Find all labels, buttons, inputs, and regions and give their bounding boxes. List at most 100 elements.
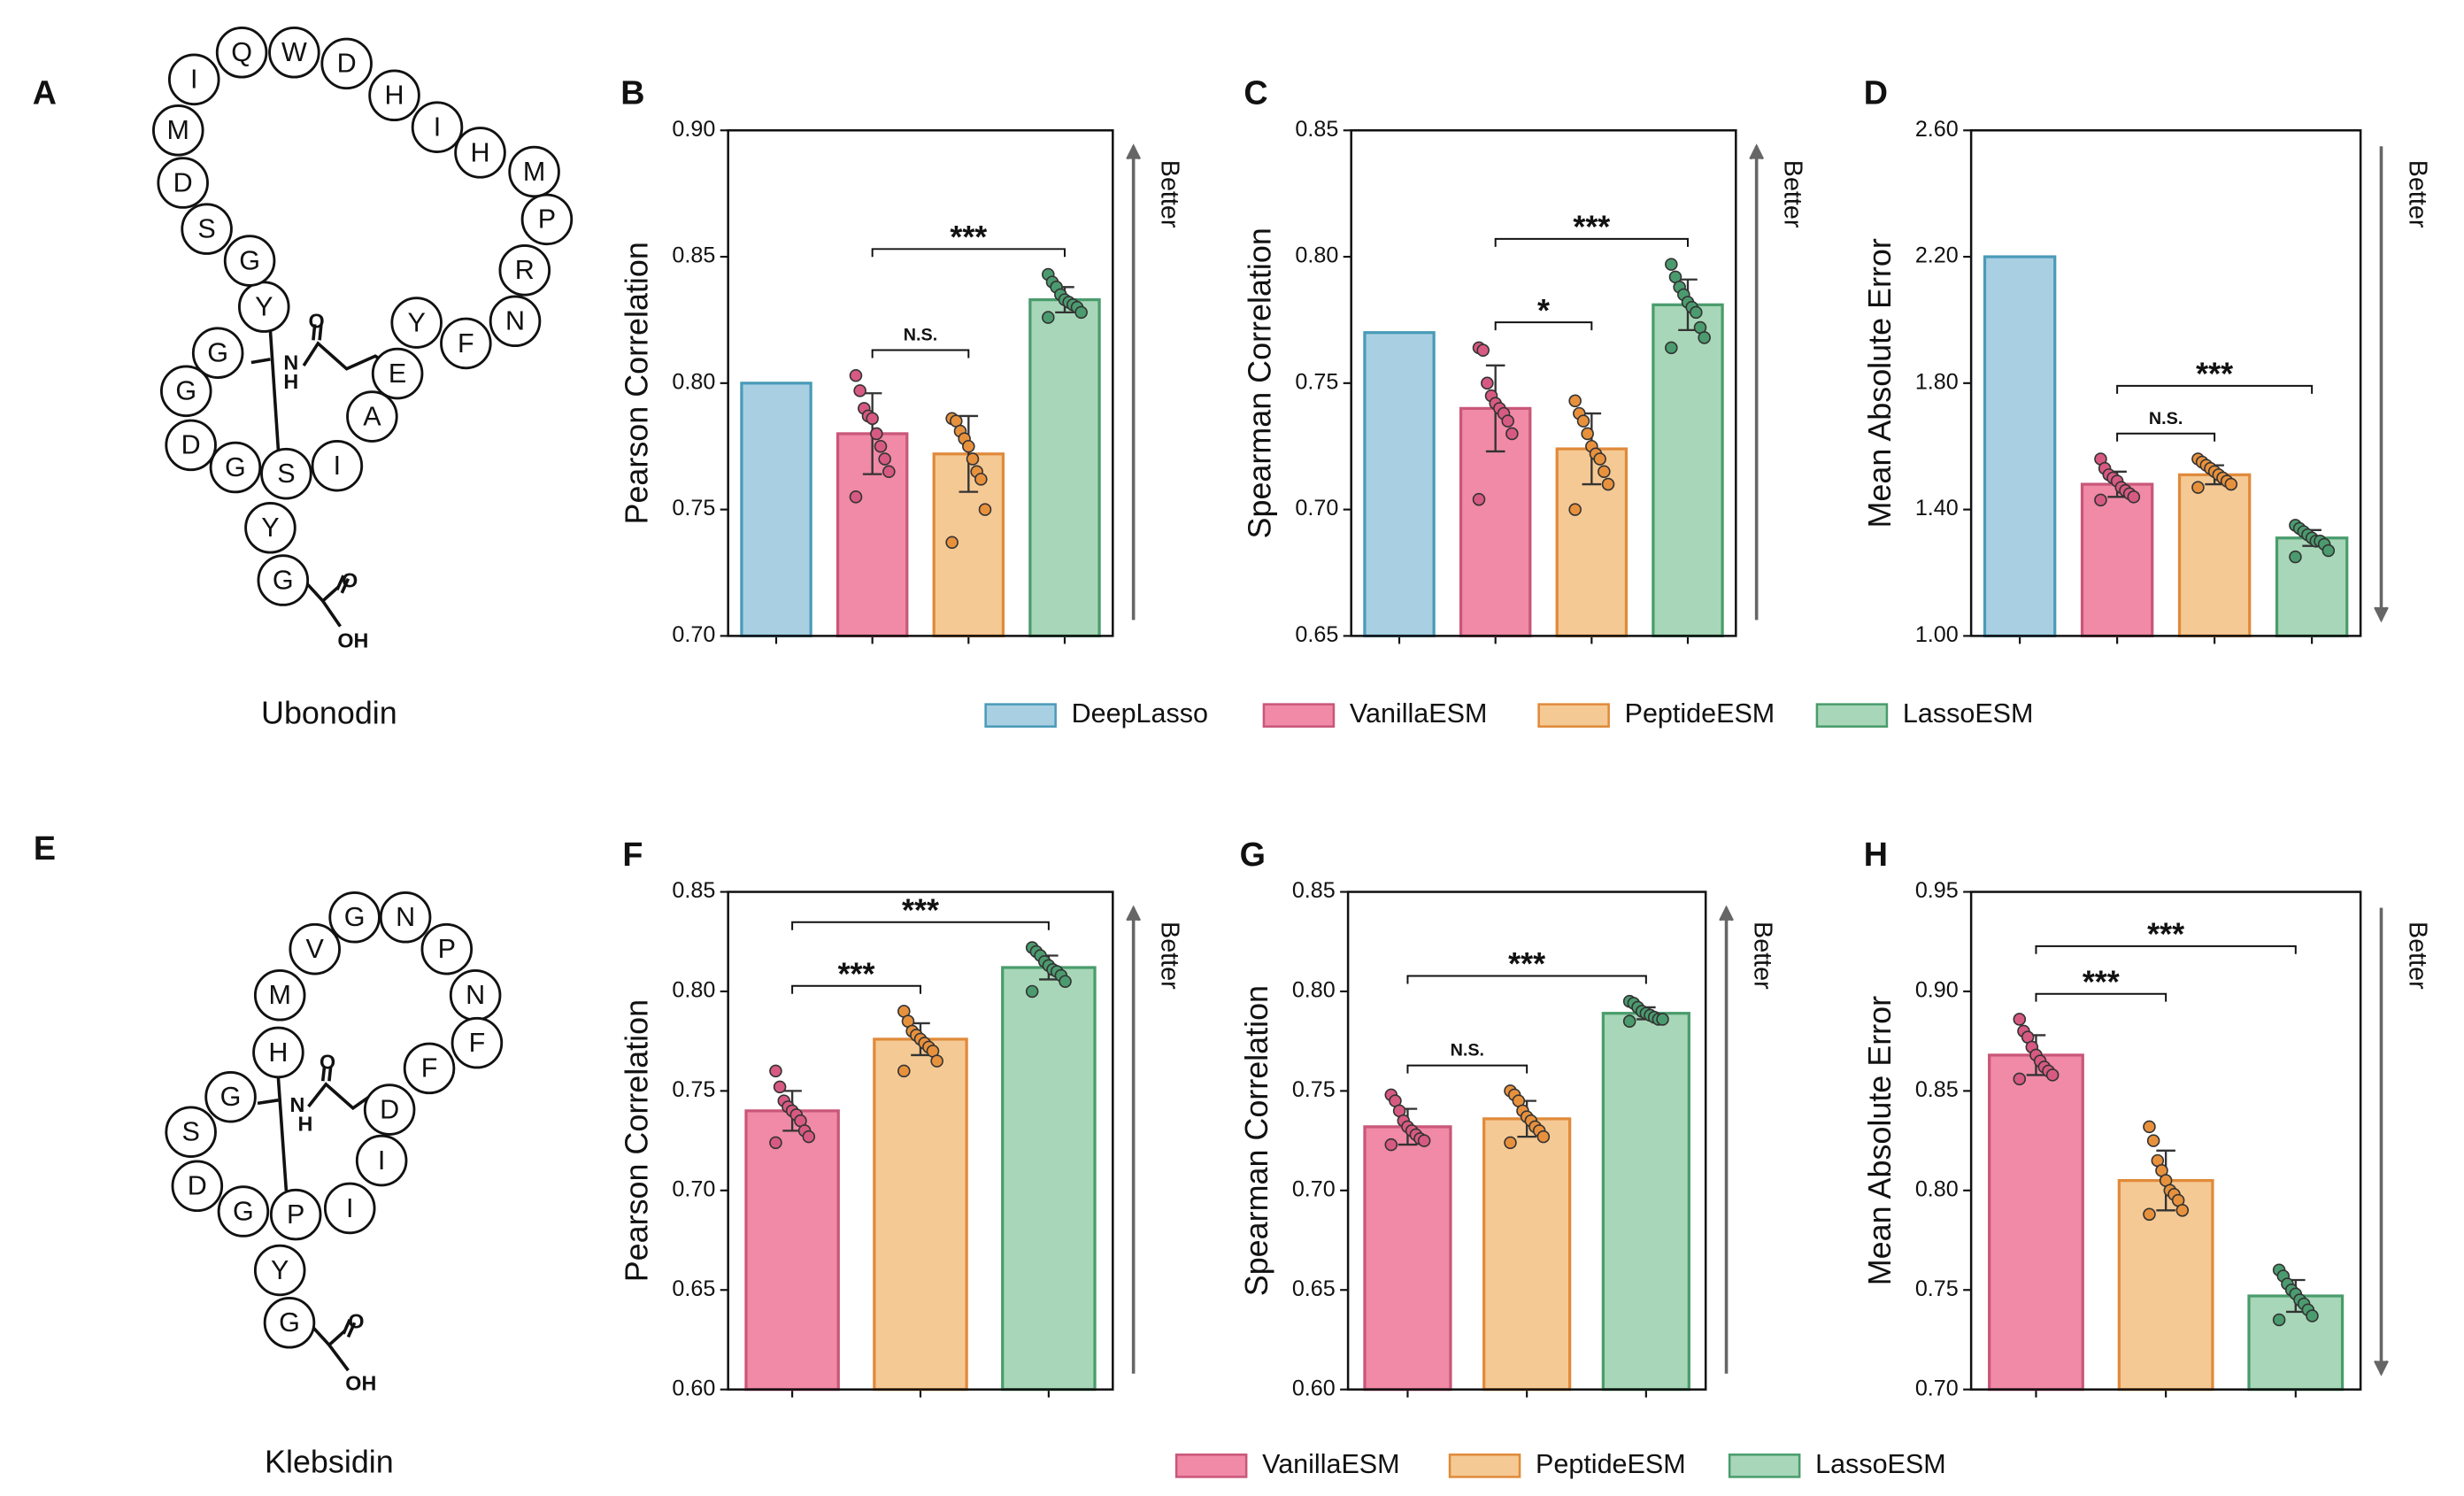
significance-bracket xyxy=(791,921,1050,930)
residue-label: G xyxy=(279,1307,300,1338)
significance-label: *** xyxy=(902,891,939,928)
data-point xyxy=(1042,311,1055,324)
plot-frame xyxy=(727,891,1114,1391)
direction-arrowhead xyxy=(2374,606,2389,623)
residue-label: I xyxy=(346,1193,353,1223)
residue-circle xyxy=(152,104,204,157)
significance-label: *** xyxy=(1508,945,1545,982)
atom-label: O xyxy=(348,1309,364,1332)
residue-label: I xyxy=(190,65,197,95)
y-tick-label: 0.80 xyxy=(672,978,715,1003)
y-tick-label: 0.95 xyxy=(1915,878,1959,903)
significance-bracket xyxy=(1494,237,1689,247)
residue-circle xyxy=(346,390,398,443)
data-point xyxy=(930,1054,943,1068)
residue-label: G xyxy=(175,376,196,406)
data-point xyxy=(2175,1204,2190,1217)
y-tick-label: 0.85 xyxy=(1295,117,1338,142)
plot-frame xyxy=(727,129,1114,637)
direction-arrowhead xyxy=(2374,1360,2389,1376)
significance-bracket xyxy=(1406,975,1647,984)
data-point xyxy=(769,1136,782,1150)
panel-label: E xyxy=(34,829,56,867)
y-tick-label: 0.75 xyxy=(1295,369,1338,394)
residue-label: Y xyxy=(261,513,279,543)
data-point xyxy=(1059,975,1072,988)
residue-label: N xyxy=(466,980,485,1010)
residue-circle xyxy=(167,53,220,106)
residue-circle xyxy=(508,145,560,198)
significance-label: * xyxy=(1537,292,1550,328)
residue-label: A xyxy=(363,401,381,431)
residue-circle xyxy=(371,347,424,400)
y-axis-label: Pearson Correlation xyxy=(619,242,655,524)
residue-circle xyxy=(157,157,209,209)
residue-label: G xyxy=(239,245,260,275)
residue-circle xyxy=(403,1042,456,1095)
y-tick-label: 1.80 xyxy=(1915,369,1959,394)
residue-label: Y xyxy=(255,291,273,321)
data-point xyxy=(2127,490,2141,504)
residue-circle xyxy=(209,441,262,494)
data-point xyxy=(1417,1134,1431,1147)
legend-label: DeepLasso xyxy=(1072,698,1208,729)
y-tick-label: 0.90 xyxy=(1915,978,1959,1003)
residue-circle xyxy=(320,37,373,90)
residue-label: F xyxy=(458,328,474,359)
bar xyxy=(1652,303,1724,638)
data-point xyxy=(962,439,975,453)
residue-label: E xyxy=(389,359,406,389)
data-point xyxy=(897,1064,911,1078)
y-tick-label: 0.85 xyxy=(672,243,715,268)
legend-label: LassoESM xyxy=(1815,1449,1946,1479)
y-tick-label: 0.65 xyxy=(1295,622,1338,647)
atom-label: N xyxy=(283,351,298,374)
direction-label: Better xyxy=(1748,922,1776,990)
direction-arrowhead xyxy=(1749,143,1765,160)
residue-circle xyxy=(450,1016,504,1069)
data-point xyxy=(978,503,992,516)
bar xyxy=(2080,482,2154,638)
residue-label: M xyxy=(523,157,545,187)
direction-arrowhead xyxy=(1719,905,1734,922)
data-point xyxy=(1665,341,1678,355)
bar xyxy=(740,382,812,638)
direction-label: Better xyxy=(2403,160,2431,228)
significance-bracket xyxy=(1406,1064,1528,1074)
data-point xyxy=(1481,376,1494,390)
error-bar xyxy=(959,414,979,493)
y-tick-label: 0.80 xyxy=(1292,978,1336,1003)
data-point xyxy=(853,384,866,397)
data-point xyxy=(802,1130,816,1144)
y-tick-label: 0.60 xyxy=(1292,1376,1336,1400)
legend-swatch xyxy=(1448,1454,1521,1478)
significance-label: N.S. xyxy=(1451,1041,1484,1060)
residue-label: G xyxy=(344,902,366,932)
data-point xyxy=(1690,305,1703,320)
data-point xyxy=(1576,414,1590,428)
y-tick-label: 0.75 xyxy=(1915,1276,1959,1301)
residue-label: G xyxy=(225,452,246,482)
data-point xyxy=(2272,1313,2286,1327)
residue-circle xyxy=(165,419,217,472)
legend-swatch xyxy=(1174,1454,1248,1478)
legend-label: VanillaESM xyxy=(1350,698,1487,729)
y-axis-label: Spearman Correlation xyxy=(1238,985,1274,1296)
data-point xyxy=(945,536,959,550)
residue-circle xyxy=(191,327,244,379)
residue-label: I xyxy=(334,451,341,481)
y-tick-label: 0.65 xyxy=(672,1276,715,1301)
atom-label: O xyxy=(308,310,324,333)
significance-bracket xyxy=(871,248,1066,258)
bar xyxy=(1983,255,2057,638)
bar xyxy=(744,1109,840,1392)
data-point xyxy=(2322,544,2336,558)
residue-label: S xyxy=(181,1117,199,1147)
y-axis-label: Mean Absolute Error xyxy=(1861,996,1898,1285)
data-point xyxy=(2143,1207,2156,1222)
data-point xyxy=(874,439,888,453)
residue-label: D xyxy=(380,1094,399,1124)
molecule-skeleton xyxy=(250,324,392,1372)
data-point xyxy=(1536,1130,1551,1144)
atom-label: H xyxy=(283,370,298,393)
